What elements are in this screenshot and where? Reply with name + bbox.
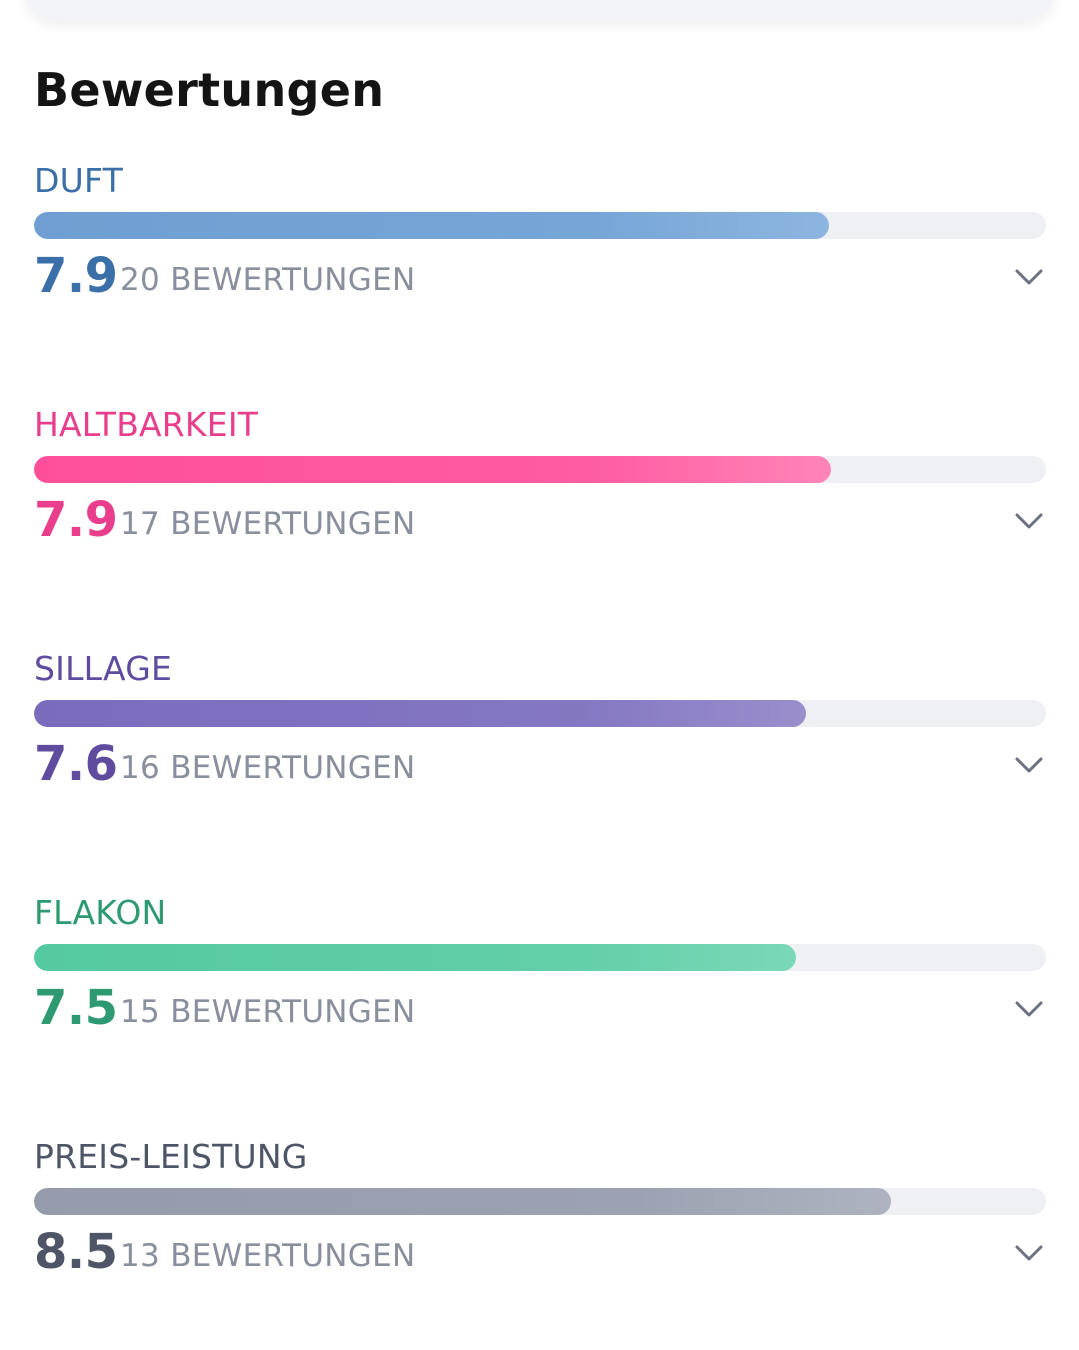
rating-bar-fill bbox=[34, 456, 832, 483]
section-title: Bewertungen bbox=[34, 63, 385, 117]
rating-label: FLAKON bbox=[34, 893, 167, 932]
rating-score: 7.9 bbox=[34, 492, 118, 548]
rating-bar-track bbox=[34, 456, 1046, 483]
rating-score: 7.5 bbox=[34, 980, 118, 1036]
rating-label: SILLAGE bbox=[34, 649, 173, 688]
rating-flakon: FLAKON 7.5 15 BEWERTUNGEN bbox=[34, 890, 1046, 1060]
rating-bar-fill bbox=[34, 1188, 892, 1215]
chevron-down-icon[interactable] bbox=[1014, 1238, 1044, 1268]
chevron-down-icon[interactable] bbox=[1014, 506, 1044, 536]
rating-bar-track bbox=[34, 212, 1046, 239]
rating-bar-fill bbox=[34, 700, 807, 727]
rating-count: 15 BEWERTUNGEN bbox=[120, 994, 416, 1030]
rating-score: 7.9 bbox=[34, 248, 118, 304]
rating-bar-track bbox=[34, 944, 1046, 971]
previous-card bbox=[24, 0, 1055, 20]
rating-score: 8.5 bbox=[34, 1224, 118, 1280]
chevron-down-icon[interactable] bbox=[1014, 994, 1044, 1024]
chevron-down-icon[interactable] bbox=[1014, 262, 1044, 292]
rating-count: 16 BEWERTUNGEN bbox=[120, 750, 416, 786]
rating-bar-fill bbox=[34, 944, 797, 971]
rating-label: HALTBARKEIT bbox=[34, 405, 259, 444]
rating-bar-fill bbox=[34, 212, 830, 239]
chevron-down-icon[interactable] bbox=[1014, 750, 1044, 780]
rating-haltbarkeit: HALTBARKEIT 7.9 17 BEWERTUNGEN bbox=[34, 402, 1046, 572]
rating-duft: DUFT 7.9 20 BEWERTUNGEN bbox=[34, 158, 1046, 328]
rating-count: 17 BEWERTUNGEN bbox=[120, 506, 416, 542]
rating-bar-track bbox=[34, 700, 1046, 727]
rating-count: 20 BEWERTUNGEN bbox=[120, 262, 416, 298]
rating-count: 13 BEWERTUNGEN bbox=[120, 1238, 416, 1274]
rating-bar-track bbox=[34, 1188, 1046, 1215]
rating-label: DUFT bbox=[34, 161, 123, 200]
rating-sillage: SILLAGE 7.6 16 BEWERTUNGEN bbox=[34, 646, 1046, 816]
rating-score: 7.6 bbox=[34, 736, 118, 792]
rating-preis-leistung: PREIS-LEISTUNG 8.5 13 BEWERTUNGEN bbox=[34, 1134, 1046, 1304]
rating-label: PREIS-LEISTUNG bbox=[34, 1137, 308, 1176]
